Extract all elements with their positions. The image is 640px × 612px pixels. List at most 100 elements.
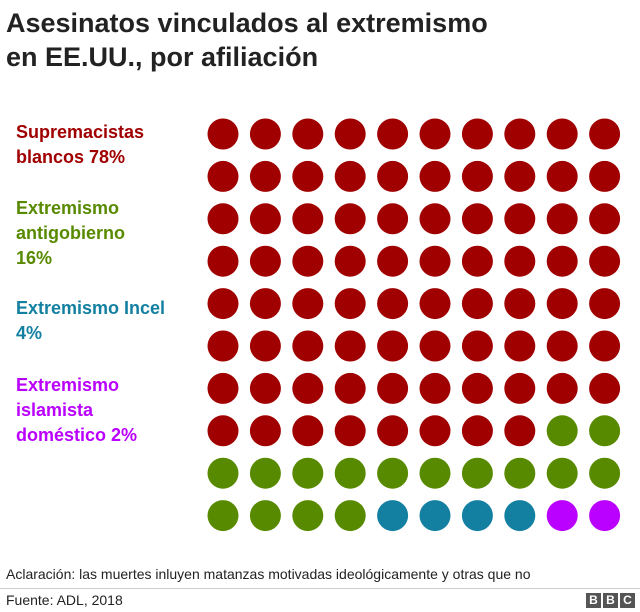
dot-supremacistas xyxy=(334,203,366,235)
legend-supremacistas-line-1: Supremacistas xyxy=(16,122,145,142)
dot-supremacistas xyxy=(589,288,621,320)
dot-supremacistas xyxy=(589,118,621,150)
dot-supremacistas xyxy=(207,288,239,320)
dot-supremacistas xyxy=(334,118,366,150)
dot-incel xyxy=(377,500,409,532)
dot-supremacistas xyxy=(334,160,366,192)
dot-antigobierno xyxy=(292,500,324,532)
dot-supremacistas xyxy=(419,203,451,235)
dot-antigobierno xyxy=(504,457,536,489)
dot-supremacistas xyxy=(461,288,493,320)
dot-supremacistas xyxy=(419,415,451,447)
dot-supremacistas xyxy=(249,288,281,320)
dot-supremacistas xyxy=(589,160,621,192)
legend-incel: Extremismo Incel 4% xyxy=(16,296,201,346)
dot-supremacistas xyxy=(334,330,366,362)
dot-antigobierno xyxy=(461,457,493,489)
dot-supremacistas xyxy=(377,415,409,447)
dot-supremacistas xyxy=(461,203,493,235)
dot-supremacistas xyxy=(589,203,621,235)
dot-supremacistas xyxy=(334,372,366,404)
dot-supremacistas xyxy=(546,372,578,404)
dot-supremacistas xyxy=(377,245,409,277)
legend-incel-line-2: 4% xyxy=(16,323,43,343)
dot-supremacistas xyxy=(504,203,536,235)
dot-supremacistas xyxy=(377,160,409,192)
legend-supremacistas-line-2: blancos 78% xyxy=(16,147,126,167)
dot-supremacistas xyxy=(334,245,366,277)
dot-supremacistas xyxy=(207,330,239,362)
legend-islamista-line-3: doméstico 2% xyxy=(16,425,138,445)
legend-antigobierno: Extremismo antigobierno 16% xyxy=(16,196,201,271)
legend-supremacistas: Supremacistas blancos 78% xyxy=(16,120,201,170)
dot-supremacistas xyxy=(419,288,451,320)
dot-antigobierno xyxy=(292,457,324,489)
dot-supremacistas xyxy=(207,203,239,235)
dot-supremacistas xyxy=(546,118,578,150)
dot-supremacistas xyxy=(546,330,578,362)
dot-antigobierno xyxy=(589,415,621,447)
dot-antigobierno xyxy=(334,457,366,489)
dot-supremacistas xyxy=(377,372,409,404)
legend-islamista: Extremismo islamista doméstico 2% xyxy=(16,373,201,448)
dot-antigobierno xyxy=(419,457,451,489)
dot-supremacistas xyxy=(589,245,621,277)
dot-supremacistas xyxy=(292,203,324,235)
dot-supremacistas xyxy=(419,330,451,362)
dot-supremacistas xyxy=(292,372,324,404)
dot-supremacistas xyxy=(249,415,281,447)
dot-supremacistas xyxy=(461,118,493,150)
dot-supremacistas xyxy=(377,118,409,150)
dot-supremacistas xyxy=(504,415,536,447)
dot-supremacistas xyxy=(461,330,493,362)
dot-supremacistas xyxy=(419,160,451,192)
title-line-2: en EE.UU., por afiliación xyxy=(6,42,319,72)
dot-supremacistas xyxy=(292,118,324,150)
dot-antigobierno xyxy=(207,457,239,489)
dot-supremacistas xyxy=(249,372,281,404)
dot-supremacistas xyxy=(207,245,239,277)
dot-supremacistas xyxy=(504,118,536,150)
dot-supremacistas xyxy=(207,160,239,192)
dot-supremacistas xyxy=(504,245,536,277)
dot-supremacistas xyxy=(377,203,409,235)
dot-incel xyxy=(419,500,451,532)
dot-antigobierno xyxy=(249,500,281,532)
legend-antigobierno-line-2: antigobierno xyxy=(16,223,125,243)
dot-supremacistas xyxy=(249,330,281,362)
dot-supremacistas xyxy=(207,372,239,404)
legend-antigobierno-line-1: Extremismo xyxy=(16,198,120,218)
dot-supremacistas xyxy=(377,288,409,320)
dot-antigobierno xyxy=(249,457,281,489)
legend-incel-line-1: Extremismo Incel xyxy=(16,298,166,318)
footnote: Aclaración: las muertes inluyen matanzas… xyxy=(6,566,531,582)
dot-supremacistas xyxy=(207,415,239,447)
bbc-logo: B B C xyxy=(586,593,635,608)
dot-supremacistas xyxy=(292,288,324,320)
dot-antigobierno xyxy=(546,415,578,447)
legend-antigobierno-line-3: 16% xyxy=(16,248,53,268)
chart-title: Asesinatos vinculados al extremismo en E… xyxy=(6,6,626,74)
logo-letter-2: B xyxy=(603,593,618,608)
legend-islamista-line-1: Extremismo xyxy=(16,375,120,395)
source-text: Fuente: ADL, 2018 xyxy=(6,592,123,608)
dot-supremacistas xyxy=(419,245,451,277)
dot-supremacistas xyxy=(249,203,281,235)
dot-antigobierno xyxy=(377,457,409,489)
dot-supremacistas xyxy=(504,330,536,362)
dot-supremacistas xyxy=(292,245,324,277)
dot-supremacistas xyxy=(546,288,578,320)
logo-letter-3: C xyxy=(620,593,635,608)
dot-supremacistas xyxy=(292,330,324,362)
logo-letter-1: B xyxy=(586,593,601,608)
dot-antigobierno xyxy=(589,457,621,489)
dot-supremacistas xyxy=(419,118,451,150)
dot-supremacistas xyxy=(546,245,578,277)
dot-supremacistas xyxy=(461,372,493,404)
dot-supremacistas xyxy=(334,288,366,320)
dot-supremacistas xyxy=(292,415,324,447)
dot-antigobierno xyxy=(334,500,366,532)
dot-antigobierno xyxy=(207,500,239,532)
footer-divider xyxy=(0,588,640,589)
